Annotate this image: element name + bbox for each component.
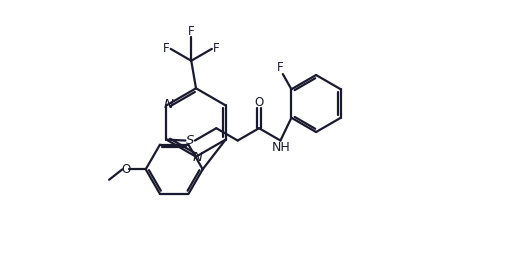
Text: F: F: [277, 62, 283, 74]
Text: S: S: [185, 134, 194, 147]
Text: F: F: [187, 25, 194, 38]
Text: O: O: [121, 163, 130, 176]
Text: N: N: [192, 151, 203, 164]
Text: O: O: [254, 96, 263, 109]
Text: F: F: [162, 43, 169, 55]
Text: F: F: [213, 43, 220, 55]
Text: N: N: [163, 98, 173, 111]
Text: NH: NH: [272, 141, 290, 154]
